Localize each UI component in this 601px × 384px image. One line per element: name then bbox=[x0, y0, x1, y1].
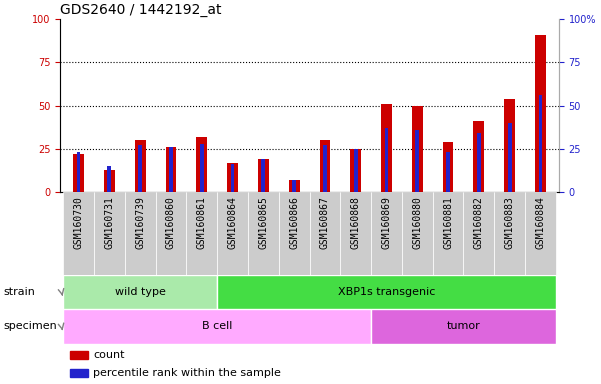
Bar bbox=[446, 152, 450, 192]
Bar bbox=[494, 192, 525, 275]
Bar bbox=[258, 159, 269, 192]
Bar bbox=[217, 275, 556, 309]
Bar bbox=[443, 142, 454, 192]
Text: GSM160869: GSM160869 bbox=[382, 196, 391, 249]
Text: GSM160882: GSM160882 bbox=[474, 196, 484, 249]
Text: GSM160861: GSM160861 bbox=[197, 196, 207, 249]
Text: GSM160730: GSM160730 bbox=[73, 196, 84, 249]
Text: GSM160866: GSM160866 bbox=[289, 196, 299, 249]
Bar bbox=[292, 180, 296, 192]
Text: B cell: B cell bbox=[202, 321, 233, 331]
Text: GSM160860: GSM160860 bbox=[166, 196, 176, 249]
Bar bbox=[323, 146, 327, 192]
Bar bbox=[371, 309, 556, 344]
Bar bbox=[135, 140, 145, 192]
Bar bbox=[63, 192, 94, 275]
Text: GSM160739: GSM160739 bbox=[135, 196, 145, 249]
Bar bbox=[385, 128, 388, 192]
Bar bbox=[104, 170, 115, 192]
Bar bbox=[261, 159, 265, 192]
Text: GSM160865: GSM160865 bbox=[258, 196, 268, 249]
Bar bbox=[354, 149, 358, 192]
Bar bbox=[108, 166, 111, 192]
Text: wild type: wild type bbox=[115, 287, 166, 297]
Text: count: count bbox=[93, 350, 124, 360]
Text: percentile rank within the sample: percentile rank within the sample bbox=[93, 368, 281, 378]
Bar bbox=[63, 309, 371, 344]
Bar bbox=[538, 95, 542, 192]
Bar bbox=[94, 192, 125, 275]
Bar bbox=[165, 147, 176, 192]
Bar bbox=[70, 351, 88, 359]
Bar bbox=[535, 35, 546, 192]
Bar bbox=[381, 104, 392, 192]
Bar bbox=[288, 180, 299, 192]
Bar bbox=[504, 99, 515, 192]
Bar bbox=[197, 137, 207, 192]
Bar bbox=[125, 192, 156, 275]
Bar bbox=[248, 192, 279, 275]
Bar bbox=[340, 192, 371, 275]
Text: GSM160883: GSM160883 bbox=[505, 196, 514, 249]
Bar bbox=[508, 123, 511, 192]
Bar bbox=[186, 192, 217, 275]
Bar bbox=[138, 146, 142, 192]
Text: specimen: specimen bbox=[3, 321, 56, 331]
Bar bbox=[412, 106, 423, 192]
Text: strain: strain bbox=[3, 287, 35, 297]
Text: tumor: tumor bbox=[447, 321, 480, 331]
Text: XBP1s transgenic: XBP1s transgenic bbox=[338, 287, 435, 297]
Bar bbox=[227, 163, 238, 192]
Bar bbox=[463, 192, 494, 275]
Bar bbox=[73, 154, 84, 192]
Bar bbox=[310, 192, 340, 275]
Bar bbox=[279, 192, 310, 275]
Bar bbox=[402, 192, 433, 275]
Text: GSM160881: GSM160881 bbox=[443, 196, 453, 249]
Bar bbox=[415, 130, 419, 192]
Text: GSM160880: GSM160880 bbox=[412, 196, 423, 249]
Text: GSM160731: GSM160731 bbox=[105, 196, 114, 249]
Text: GDS2640 / 1442192_at: GDS2640 / 1442192_at bbox=[60, 3, 222, 17]
Text: GSM160867: GSM160867 bbox=[320, 196, 330, 249]
Bar bbox=[433, 192, 463, 275]
Bar bbox=[231, 164, 234, 192]
Bar bbox=[371, 192, 402, 275]
Bar bbox=[320, 140, 331, 192]
Bar bbox=[63, 275, 217, 309]
Bar bbox=[169, 147, 173, 192]
Bar bbox=[200, 144, 204, 192]
Bar bbox=[217, 192, 248, 275]
Text: GSM160864: GSM160864 bbox=[228, 196, 237, 249]
Bar bbox=[474, 121, 484, 192]
Text: GSM160884: GSM160884 bbox=[535, 196, 546, 249]
Bar bbox=[350, 149, 361, 192]
Bar bbox=[70, 369, 88, 377]
Bar bbox=[525, 192, 556, 275]
Bar bbox=[156, 192, 186, 275]
Text: GSM160868: GSM160868 bbox=[351, 196, 361, 249]
Bar bbox=[477, 133, 481, 192]
Bar bbox=[77, 152, 81, 192]
